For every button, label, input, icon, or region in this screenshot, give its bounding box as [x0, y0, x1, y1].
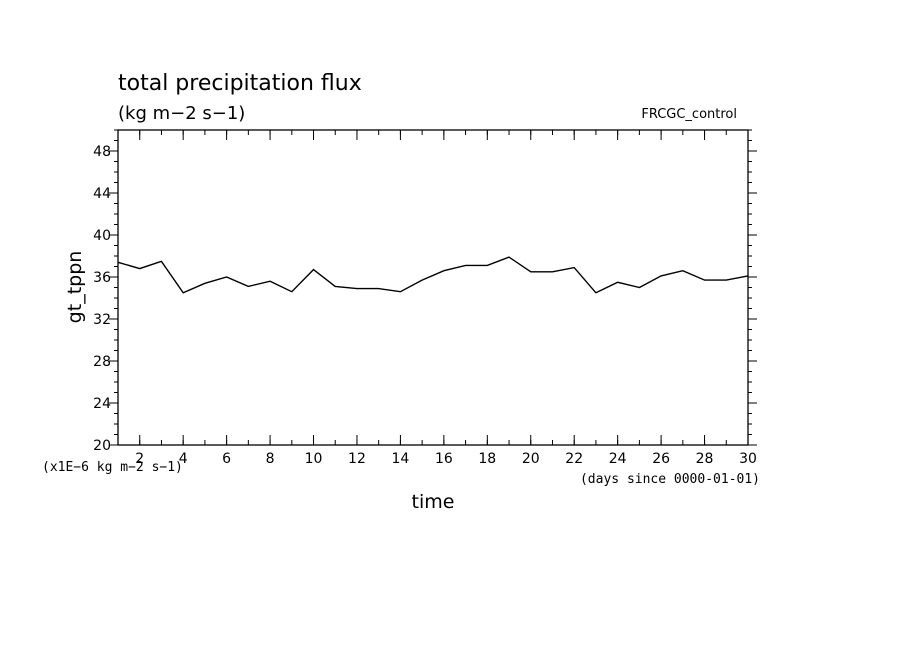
- x-tick-label: 8: [266, 451, 275, 467]
- y-tick-label: 24: [93, 396, 111, 412]
- data-point: [704, 279, 706, 281]
- tick-labels: 2 4 6 8 10 12 14 16 18 20 22 24 26 28 3020242832364044…: [93, 144, 757, 467]
- y-unit-note: (x1E−6 kg m−2 s−1): [42, 460, 183, 475]
- data-point: [638, 287, 640, 289]
- data-point: [269, 280, 271, 282]
- data-point: [356, 288, 358, 290]
- y-axis-title: gt_tppn: [64, 251, 86, 324]
- data-point: [313, 269, 315, 271]
- y-tick-label: 20: [93, 438, 111, 454]
- data-point: [508, 256, 510, 258]
- x-tick-label: 20: [522, 451, 540, 467]
- axis-ticks: [109, 129, 757, 446]
- data-point: [573, 267, 575, 269]
- data-point: [399, 291, 401, 293]
- data-point: [160, 260, 162, 262]
- series-line-gt-tppn: [117, 256, 749, 294]
- chart-subtitle: (kg m−2 s−1): [118, 103, 245, 124]
- x-tick-label: 4: [179, 451, 188, 467]
- x-tick-label: 6: [222, 451, 231, 467]
- plot-frame: [117, 129, 749, 446]
- x-tick-label: 30: [739, 451, 757, 467]
- data-point: [617, 281, 619, 283]
- data-point: [725, 279, 727, 281]
- x-tick-label: 16: [435, 451, 453, 467]
- x-tick-label: 14: [391, 451, 409, 467]
- experiment-label: FRCGC_control: [641, 107, 737, 122]
- y-tick-label: 48: [93, 144, 111, 160]
- data-point: [443, 270, 445, 272]
- x-tick-label: 10: [305, 451, 323, 467]
- data-point: [465, 264, 467, 266]
- data-point: [660, 275, 662, 277]
- x-unit-note: (days since 0000-01-01): [580, 472, 760, 487]
- x-tick-label: 28: [696, 451, 714, 467]
- data-point: [182, 292, 184, 294]
- x-tick-label: 22: [565, 451, 583, 467]
- data-point: [595, 292, 597, 294]
- x-tick-label: 24: [609, 451, 627, 467]
- data-point: [226, 276, 228, 278]
- x-tick-label: 2: [135, 451, 144, 467]
- data-point: [747, 275, 749, 277]
- x-tick-label: 26: [652, 451, 670, 467]
- data-point: [551, 271, 553, 273]
- data-point: [486, 264, 488, 266]
- data-point: [378, 288, 380, 290]
- data-point: [421, 279, 423, 281]
- data-point: [204, 282, 206, 284]
- y-tick-label: 44: [93, 186, 111, 202]
- data-point: [117, 261, 119, 263]
- data-point: [682, 270, 684, 272]
- x-tick-label: 18: [478, 451, 496, 467]
- y-tick-label: 28: [93, 354, 111, 370]
- y-tick-label: 40: [93, 228, 111, 244]
- data-point: [139, 268, 141, 270]
- x-tick-label: 12: [348, 451, 366, 467]
- data-point: [247, 285, 249, 287]
- data-point: [291, 291, 293, 293]
- y-tick-label: 36: [93, 270, 111, 286]
- chart-title: total precipitation flux: [118, 71, 362, 96]
- x-axis-title: time: [412, 491, 455, 513]
- data-point: [334, 285, 336, 287]
- data-point: [530, 271, 532, 273]
- y-tick-label: 32: [93, 312, 111, 328]
